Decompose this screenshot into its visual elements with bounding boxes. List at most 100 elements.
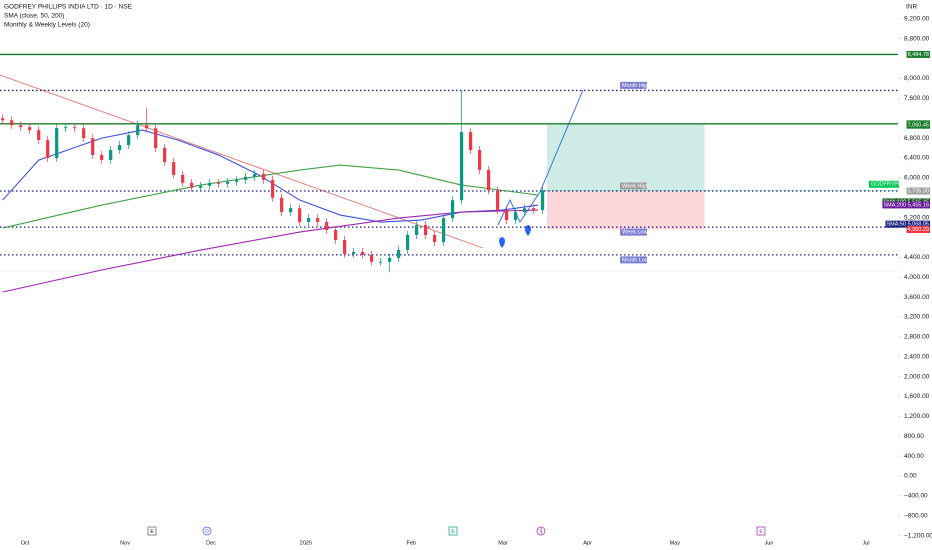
level-tag xyxy=(620,228,647,236)
candle-body xyxy=(145,125,149,129)
price-tag xyxy=(885,220,930,228)
candle-body xyxy=(37,130,41,141)
candle-body xyxy=(486,169,491,191)
candle-body xyxy=(316,218,320,223)
y-tick-label: 9,200.00 xyxy=(904,16,930,23)
candle-body xyxy=(343,239,347,254)
candle-body xyxy=(522,208,527,213)
event-label: D xyxy=(205,529,209,535)
candle-body xyxy=(379,261,383,263)
candle-body xyxy=(253,173,257,177)
candle-body xyxy=(208,182,212,186)
sma-line xyxy=(2,164,539,229)
candle-body xyxy=(109,150,113,160)
y-tick-label: 8,800.00 xyxy=(904,35,930,42)
candle-body xyxy=(513,212,518,221)
y-tick-label: 4,000.00 xyxy=(904,274,930,281)
candle-body xyxy=(495,190,500,211)
y-tick-label: 2,000.00 xyxy=(904,373,930,380)
event-icon xyxy=(756,526,766,536)
candle-body xyxy=(289,208,293,213)
candle-body xyxy=(55,128,59,158)
candle-body xyxy=(262,173,266,180)
candle-body xyxy=(334,230,338,240)
sma-line xyxy=(2,209,539,293)
chart-title: GODFREY PHILLIPS INDIA LTD · 1D · NSE xyxy=(4,4,133,11)
candle-body xyxy=(459,132,464,201)
candle-body xyxy=(163,148,167,162)
candle-body xyxy=(450,200,455,219)
indicator-levels: Monthly & Weekly Levels (20) xyxy=(4,22,90,29)
y-tick-label: 4,400.00 xyxy=(904,254,930,261)
price-tag xyxy=(906,226,930,234)
y-tick-label: −800.00 xyxy=(904,512,928,519)
candle-body xyxy=(406,234,410,250)
x-tick-label: Nov xyxy=(120,540,130,546)
x-tick-label: 2025 xyxy=(300,540,312,546)
candle-body xyxy=(154,128,158,149)
candle-body xyxy=(46,140,50,158)
y-tick-label: 400.00 xyxy=(904,453,924,460)
y-tick-label: 800.00 xyxy=(904,433,924,440)
candle-body xyxy=(235,179,239,182)
x-tick-label: May xyxy=(670,540,681,546)
candle-body xyxy=(388,257,392,262)
candle-body xyxy=(190,182,194,188)
x-tick-label: Jun xyxy=(764,540,773,546)
price-label: 4,960.20 xyxy=(908,227,929,233)
y-tick-label: 3,600.00 xyxy=(904,294,930,301)
y-tick-label: 0.00 xyxy=(904,473,917,480)
symbol-label: GODFRYPHLP xyxy=(871,182,909,188)
symbol-tag xyxy=(869,180,899,188)
candle-body xyxy=(298,208,302,223)
candle-body xyxy=(504,210,509,221)
price-tag xyxy=(906,121,930,129)
y-tick-label: 5,200.00 xyxy=(904,214,930,221)
candle-body xyxy=(136,125,140,136)
candle-body xyxy=(424,225,428,235)
event-icon xyxy=(539,527,543,535)
price-tag xyxy=(906,187,930,195)
candle-body xyxy=(64,127,68,129)
price-label: 5,735.30 xyxy=(908,188,929,194)
candle-body xyxy=(226,181,230,184)
y-tick-label: 1,200.00 xyxy=(904,413,930,420)
currency: INR xyxy=(906,4,918,11)
candle-body xyxy=(352,251,356,254)
candle-body xyxy=(307,218,311,223)
y-tick-label: 2,800.00 xyxy=(904,334,930,341)
y-tick-label: 6,000.00 xyxy=(904,175,930,182)
x-tick-label: Apr xyxy=(583,540,592,546)
candle-body xyxy=(468,132,473,151)
candle-body xyxy=(73,127,77,129)
candle-body xyxy=(415,225,419,235)
x-tick-label: Dec xyxy=(206,540,216,546)
event-icon xyxy=(147,526,157,536)
y-tick-label: 6,400.00 xyxy=(904,155,930,162)
candle-body xyxy=(28,127,32,131)
candle-body xyxy=(1,118,5,121)
candle-body xyxy=(397,249,401,258)
candle-body xyxy=(442,218,446,242)
event-icons: E D E E xyxy=(147,526,766,536)
event-icon xyxy=(448,526,458,536)
level-label: Month Low xyxy=(622,257,649,263)
sma-line xyxy=(2,129,539,223)
candle-body xyxy=(199,185,203,188)
candle-body xyxy=(325,222,329,231)
level-label: Week Low xyxy=(622,230,648,236)
price-label: SMA:50 5,068.05 xyxy=(886,222,929,228)
candle-body xyxy=(100,155,104,160)
indicator-sma: SMA (close, 50, 200) xyxy=(4,13,64,20)
level-tag xyxy=(620,182,647,190)
price-tag xyxy=(882,201,930,209)
x-tick-label: Oct xyxy=(21,540,30,546)
price-label: 7,060.45 xyxy=(908,123,929,129)
candle-body xyxy=(217,182,221,184)
projection-line xyxy=(497,89,584,226)
y-tick-label: 2,400.00 xyxy=(904,353,930,360)
level-tag xyxy=(620,81,647,89)
level-label: Week High xyxy=(622,183,649,189)
